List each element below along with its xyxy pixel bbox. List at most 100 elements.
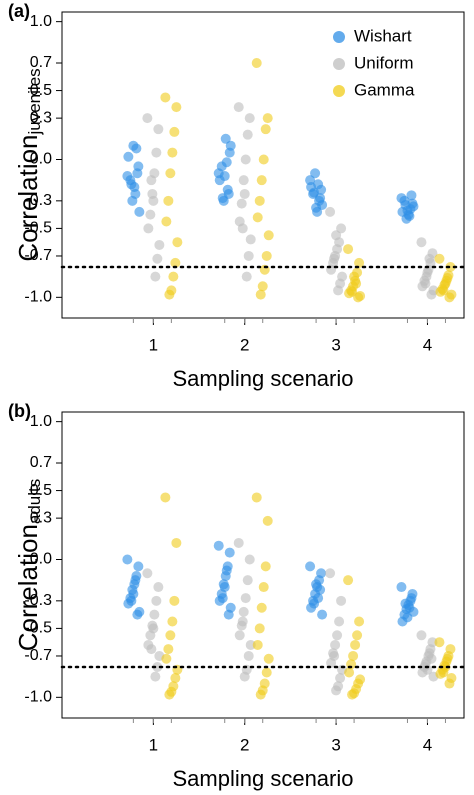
point — [256, 602, 267, 613]
point — [163, 195, 174, 206]
point — [154, 239, 165, 250]
point — [164, 289, 175, 300]
point — [256, 175, 267, 186]
point — [424, 648, 435, 659]
point — [347, 286, 358, 297]
point — [438, 285, 449, 296]
point — [238, 606, 249, 617]
point — [406, 190, 417, 201]
point — [164, 689, 175, 700]
point — [348, 650, 359, 661]
point — [241, 271, 252, 282]
point — [334, 616, 345, 627]
point — [325, 568, 336, 579]
y-tick-label: 0.5 — [30, 82, 52, 99]
point — [233, 537, 244, 548]
point — [128, 140, 139, 151]
point — [325, 206, 336, 217]
y-tick-label: 1.0 — [30, 13, 52, 30]
point — [238, 175, 249, 186]
point — [434, 637, 445, 648]
y-tick-label: 1.0 — [30, 413, 52, 430]
point — [416, 237, 427, 248]
point — [352, 630, 363, 641]
point — [132, 609, 143, 620]
point — [444, 292, 455, 303]
point — [240, 593, 251, 604]
y-tick-label: -0.7 — [24, 247, 52, 264]
point — [444, 678, 455, 689]
point — [160, 92, 171, 103]
point — [239, 671, 250, 682]
point — [236, 198, 247, 209]
point — [309, 598, 320, 609]
legend-label: Gamma — [354, 80, 415, 99]
point — [163, 644, 174, 655]
point — [161, 653, 172, 664]
y-axis-label: Correlationadults — [13, 479, 45, 652]
point — [219, 171, 230, 182]
point — [171, 537, 182, 548]
point — [260, 561, 271, 572]
point — [233, 102, 244, 113]
point — [221, 157, 232, 168]
point — [165, 630, 176, 641]
point — [126, 179, 137, 190]
y-tick-label: 0.7 — [30, 454, 52, 471]
point — [258, 154, 269, 165]
legend-label: Wishart — [354, 26, 412, 45]
point — [309, 187, 320, 198]
legend-label: Uniform — [354, 53, 414, 72]
point — [347, 689, 358, 700]
point — [251, 58, 262, 68]
point — [153, 582, 164, 593]
y-axis-label-sub: juveniles — [25, 68, 44, 135]
panel-label: (b) — [8, 401, 31, 421]
point — [310, 168, 321, 179]
y-axis-label-main: Correlation — [13, 524, 43, 651]
point — [151, 147, 162, 158]
y-tick-label: -0.7 — [24, 647, 52, 664]
point — [150, 671, 161, 682]
point — [311, 202, 322, 213]
y-axis-label-main: Correlation — [13, 134, 43, 261]
y-tick-label: 0.3 — [30, 509, 52, 526]
point — [329, 650, 340, 661]
point — [148, 195, 159, 206]
point — [305, 561, 316, 572]
point — [245, 234, 256, 245]
point — [263, 653, 274, 664]
point — [219, 582, 230, 593]
point — [335, 673, 346, 684]
point — [234, 630, 245, 641]
y-tick-label: -1.0 — [24, 689, 52, 706]
x-tick-label: 2 — [240, 735, 249, 754]
point — [252, 639, 263, 650]
x-tick-label: 1 — [149, 335, 158, 354]
point — [220, 133, 231, 144]
point — [160, 492, 171, 503]
point — [254, 623, 265, 634]
point — [213, 540, 224, 551]
point — [263, 230, 274, 241]
point — [146, 175, 157, 186]
point — [330, 639, 341, 650]
point — [416, 630, 427, 641]
point — [402, 612, 413, 623]
point — [169, 595, 180, 606]
point — [258, 582, 269, 593]
x-axis-label: Sampling scenario — [173, 766, 354, 791]
point — [445, 262, 456, 272]
point — [145, 209, 156, 220]
x-tick-label: 3 — [331, 735, 340, 754]
point — [217, 593, 228, 604]
point — [242, 575, 253, 586]
point — [336, 595, 347, 606]
point — [261, 250, 272, 261]
point — [426, 289, 437, 300]
point — [262, 515, 273, 526]
point — [143, 223, 154, 234]
point — [331, 685, 342, 696]
point — [244, 554, 255, 565]
point — [344, 667, 355, 678]
